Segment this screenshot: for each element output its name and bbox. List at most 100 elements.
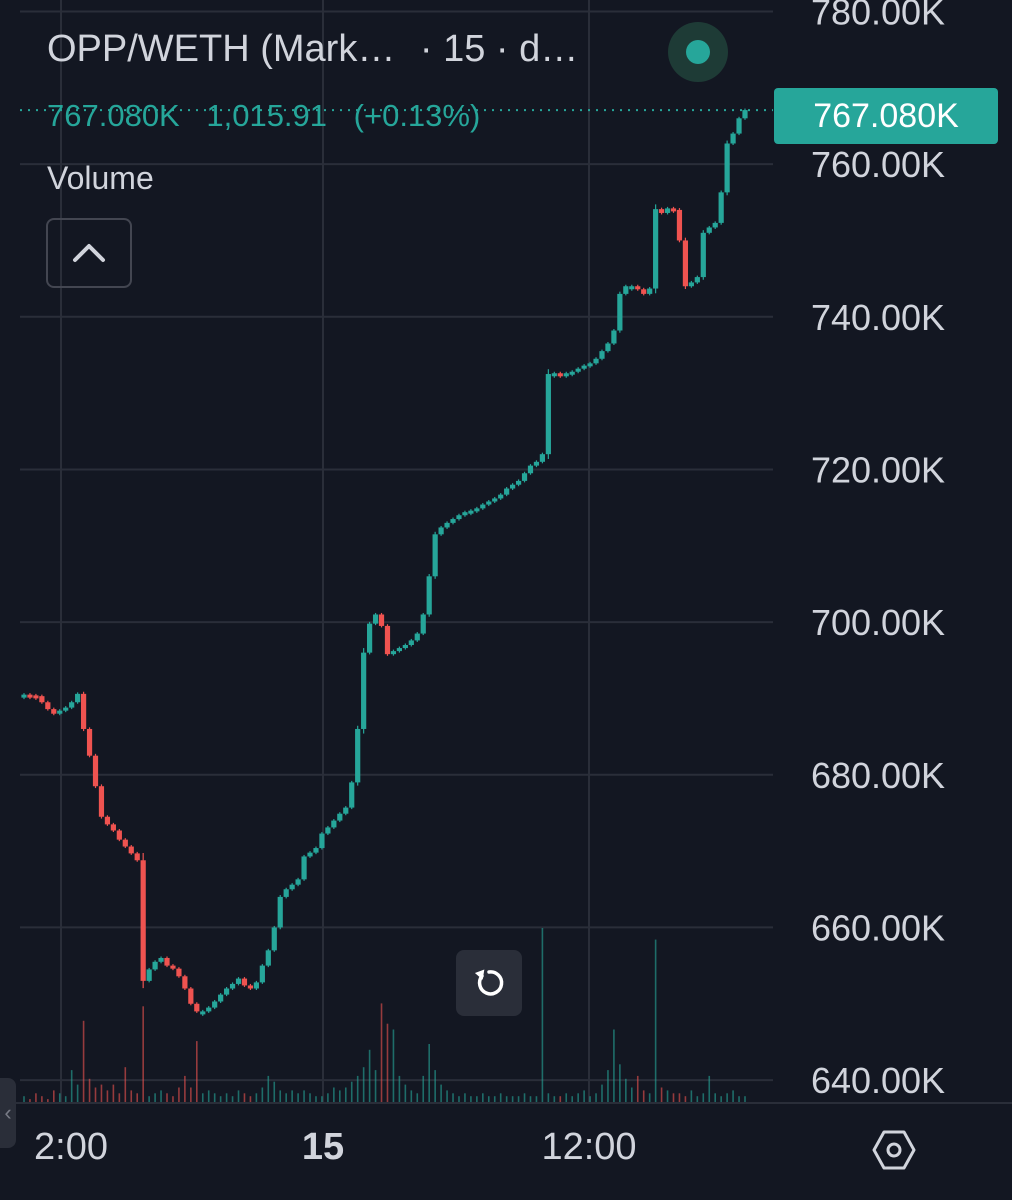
candle <box>700 232 706 278</box>
volume-bar <box>529 1096 532 1102</box>
live-dot-icon <box>686 40 710 64</box>
candle <box>462 512 468 516</box>
time-axis[interactable]: 2:00 15 12:00 <box>0 1104 1012 1200</box>
candle <box>92 755 99 787</box>
candle <box>265 950 271 966</box>
volume-bar <box>696 1096 699 1102</box>
candle <box>319 833 325 849</box>
reset-chart-button[interactable] <box>456 950 522 1016</box>
candle <box>98 786 105 817</box>
candle <box>301 856 307 880</box>
candle <box>569 371 575 375</box>
volume-bar <box>368 1049 371 1102</box>
volume-bar <box>625 1078 627 1102</box>
candle <box>456 515 462 520</box>
candle <box>75 693 81 703</box>
candle <box>247 985 254 989</box>
volume-bar <box>416 1093 419 1102</box>
volume-bar <box>196 1041 198 1102</box>
volume-bar <box>619 1064 621 1102</box>
candle <box>402 645 408 649</box>
scroll-left-button[interactable]: ‹ <box>0 1078 16 1148</box>
last-price-tag: 767.080K <box>774 88 998 144</box>
candle <box>343 807 349 814</box>
volume-bar <box>374 1070 377 1102</box>
candle <box>158 957 164 962</box>
time-tick-label: 15 <box>301 1126 345 1168</box>
volume-bar <box>559 1096 562 1102</box>
volume-bar <box>273 1081 276 1102</box>
candle <box>688 282 694 287</box>
candle <box>444 522 450 528</box>
volume-label[interactable]: Volume <box>47 160 154 196</box>
candle <box>539 454 546 462</box>
candle <box>658 209 665 213</box>
candle <box>605 343 611 352</box>
candle <box>218 994 224 1002</box>
candle <box>390 651 397 655</box>
volume-bar <box>350 1081 353 1102</box>
volume-bar <box>356 1075 359 1102</box>
volume-bar <box>476 1096 478 1102</box>
volume-bar <box>452 1093 454 1102</box>
collapse-legend-button[interactable] <box>46 218 132 288</box>
volume-bar <box>482 1093 484 1102</box>
candle <box>581 365 587 369</box>
volume-bar <box>428 1044 430 1102</box>
candle <box>361 652 367 729</box>
volume-bar <box>654 939 657 1102</box>
candle <box>39 696 45 703</box>
volume-bar <box>154 1093 156 1102</box>
price-tick-label: 780.00K <box>811 0 945 32</box>
volume-bar <box>660 1087 663 1102</box>
live-status-indicator[interactable] <box>668 22 728 82</box>
volume-bar <box>517 1096 520 1102</box>
candle <box>414 633 420 641</box>
candle <box>623 286 629 294</box>
candle <box>426 576 432 615</box>
volume-bar <box>738 1096 740 1102</box>
candle <box>283 889 289 897</box>
volume-bar <box>237 1090 240 1102</box>
price-tick-label: 700.00K <box>811 602 945 643</box>
candle <box>45 702 51 710</box>
candle <box>80 693 87 729</box>
chevron-up-icon <box>73 244 105 262</box>
candle <box>730 133 736 144</box>
reset-icon <box>474 969 504 996</box>
price-tick-label: 680.00K <box>811 755 945 796</box>
settings-icon[interactable] <box>872 1128 916 1172</box>
candle <box>486 501 492 505</box>
volume-bar <box>249 1096 252 1102</box>
candle <box>641 289 647 294</box>
candle <box>617 293 623 331</box>
candle <box>635 286 641 290</box>
candle <box>599 351 605 359</box>
volume-bar <box>339 1090 341 1102</box>
candle <box>271 927 277 951</box>
candle <box>367 623 373 653</box>
candle <box>396 648 402 652</box>
price-axis[interactable]: 640.00K 660.00K 680.00K 700.00K 720.00K 740.0… <box>811 0 945 1101</box>
candle <box>676 209 683 241</box>
volume-bar <box>565 1093 568 1102</box>
volume-bar <box>315 1096 317 1102</box>
candle <box>670 208 677 212</box>
volume-bar <box>291 1090 293 1102</box>
candle <box>164 957 170 966</box>
candle <box>307 852 313 857</box>
candle <box>587 363 593 367</box>
volume-bar <box>380 1003 383 1102</box>
symbol-title[interactable]: OPP/WETH (Mark… · 15 · d… <box>47 28 578 71</box>
volume-bar <box>178 1087 180 1102</box>
candle <box>140 860 146 981</box>
candle <box>742 110 748 119</box>
volume-bar <box>219 1096 222 1102</box>
candle <box>331 820 337 828</box>
volume-bar <box>23 1096 25 1102</box>
candle <box>629 286 635 290</box>
candle <box>718 192 724 223</box>
candle <box>527 465 534 474</box>
candle <box>510 484 516 489</box>
